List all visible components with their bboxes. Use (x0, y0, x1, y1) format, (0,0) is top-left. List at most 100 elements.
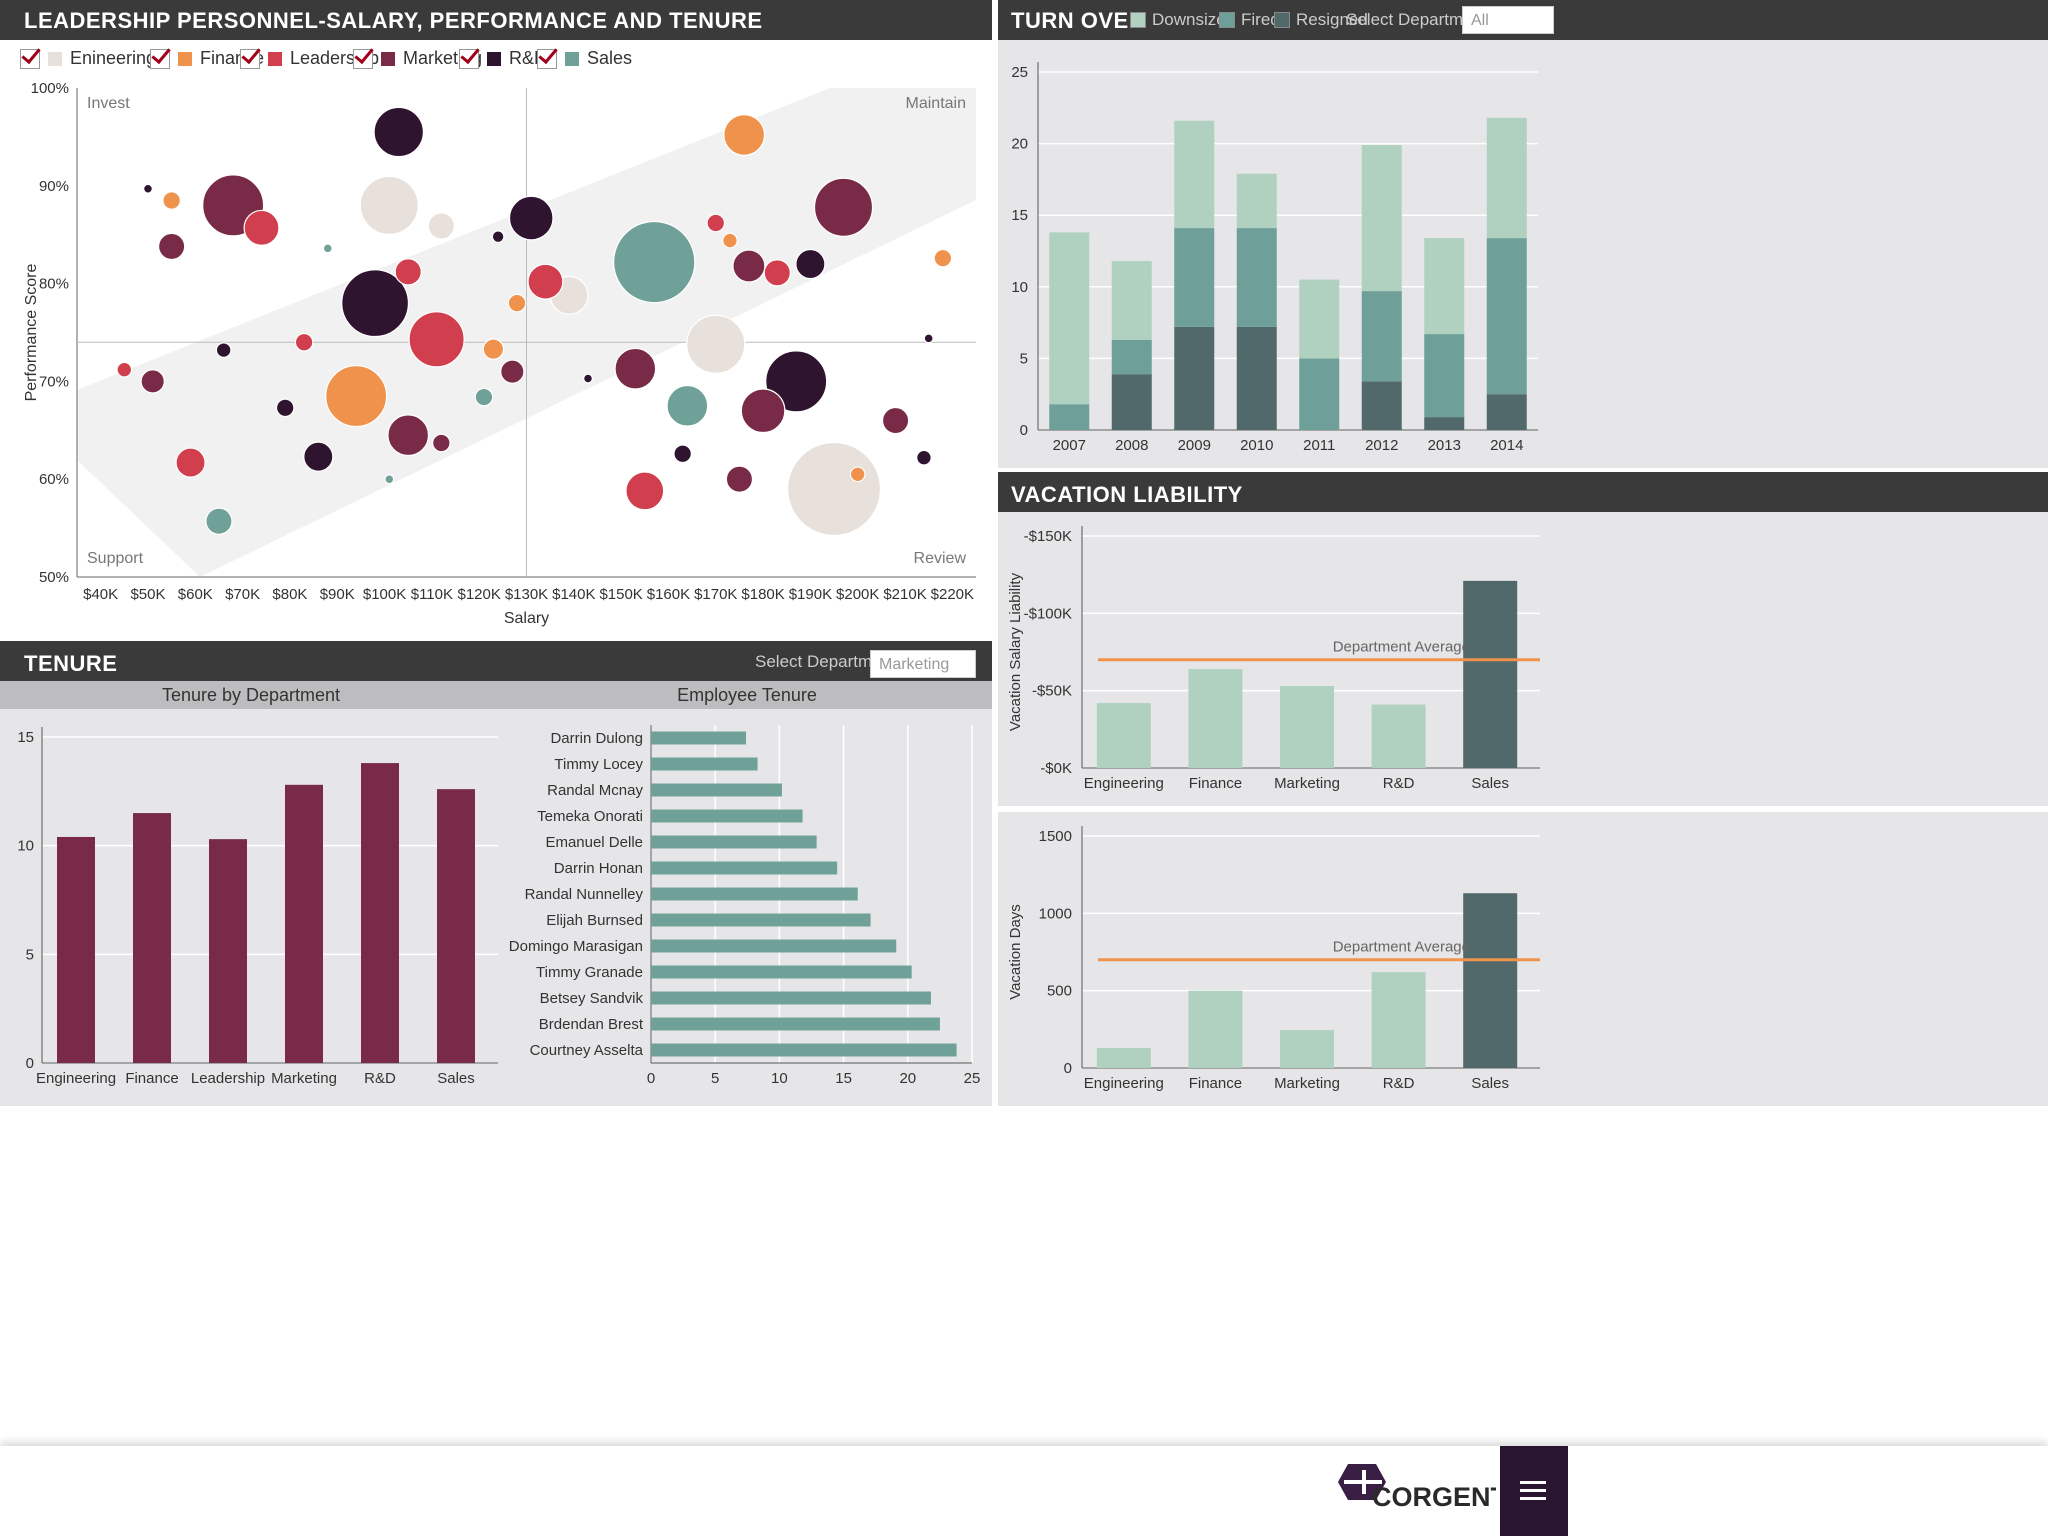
x-tick-label: 2012 (1365, 437, 1398, 454)
x-tick-label: $60K (178, 586, 213, 603)
checkbox-icon[interactable] (537, 48, 557, 69)
y-tick-label: 0 (1020, 422, 1028, 439)
average-label: Department Average (1333, 939, 1470, 956)
bar-downsized (1486, 117, 1527, 239)
vacation-liability-chart: -$0K -$50K -$100K -$150K Vacation Salary Lia… (1007, 526, 1540, 792)
employee-tenure-title: Employee Tenure (502, 681, 992, 709)
filter-rd[interactable]: R&D (459, 48, 547, 69)
filter-enineering[interactable]: Enineering (20, 48, 156, 69)
data-point (275, 398, 295, 418)
x-tick-label: $70K (225, 586, 260, 603)
data-point (613, 220, 696, 304)
bar-fired (1111, 339, 1152, 375)
bar (1371, 972, 1426, 1068)
data-point (432, 433, 451, 453)
x-tick-label: 2008 (1115, 437, 1148, 454)
bar (361, 763, 399, 1063)
data-point (706, 213, 726, 233)
legend-swatch (1130, 12, 1146, 28)
y-tick-label: -$150K (1024, 528, 1072, 545)
data-point (408, 311, 465, 368)
x-tick-label: 2014 (1490, 437, 1523, 454)
y-tick-label: 50% (39, 569, 69, 586)
bar (651, 809, 803, 823)
average-label: Department Average (1333, 639, 1470, 656)
data-point (740, 388, 786, 434)
brand-name: CORGENT (1372, 1482, 1496, 1510)
x-tick-label: 10 (771, 1070, 788, 1087)
scatter-chart: $40K $50K $60K $70K $80K $90K $100K $110K $120K $… (23, 80, 976, 627)
bar-fired (1424, 334, 1465, 418)
checkbox-icon[interactable] (459, 48, 479, 69)
tenure-header: TENURE Select Department Marketing (0, 641, 992, 681)
scatter-title: LEADERSHIP PERSONNEL-SALARY, PERFORMANCE… (24, 8, 763, 33)
data-point (923, 333, 934, 344)
checkbox-icon[interactable] (353, 48, 373, 69)
x-tick-label: Engineering (1084, 1075, 1164, 1092)
footer: CORGENT (0, 1446, 2048, 1536)
y-tick-label: 25 (1011, 64, 1028, 81)
legend-label: Downsized (1152, 10, 1236, 29)
legend-label: Fired (1241, 10, 1280, 29)
y-tick-label: 15 (1011, 207, 1028, 224)
y-tick-label: Darrin Honan (554, 860, 643, 877)
data-point (384, 474, 395, 485)
data-point (881, 406, 910, 435)
x-tick-label: Leadership (191, 1070, 265, 1087)
bar (1188, 990, 1243, 1068)
bar (651, 731, 747, 745)
x-tick-label: $180K (741, 586, 784, 603)
data-point (916, 449, 932, 466)
turnover-department-select[interactable]: All (1462, 6, 1554, 34)
x-tick-label: Marketing (1274, 775, 1340, 792)
data-point (614, 347, 657, 390)
bar-downsized (1174, 120, 1215, 229)
x-tick-label: 25 (964, 1070, 981, 1087)
x-tick-label: Sales (1471, 1075, 1509, 1092)
menu-button[interactable] (1500, 1446, 1568, 1536)
data-point (215, 342, 232, 358)
data-point (686, 314, 746, 374)
checkbox-icon[interactable] (240, 48, 260, 69)
checkbox-icon[interactable] (150, 48, 170, 69)
data-point (387, 414, 430, 457)
x-tick-label: $130K (505, 586, 548, 603)
tenure-department-select[interactable]: Marketing (870, 650, 976, 678)
data-point (625, 471, 665, 511)
bar-fired (1299, 358, 1340, 430)
y-tick-label: 20 (1011, 136, 1028, 153)
x-tick-label: Engineering (36, 1070, 116, 1087)
swatch (48, 51, 62, 66)
bar (651, 965, 912, 979)
y-axis-label: Performance Score (23, 263, 40, 401)
bar-resigned (1486, 394, 1527, 430)
bar-downsized (1236, 173, 1277, 229)
y-tick-label: 90% (39, 178, 69, 195)
bar-resigned (1174, 326, 1215, 430)
filter-sales[interactable]: Sales (537, 48, 632, 69)
scatter-header: LEADERSHIP PERSONNEL-SALARY, PERFORMANCE… (0, 0, 992, 40)
bar (651, 1043, 957, 1057)
data-point (500, 359, 525, 384)
tenure-select-label: Select Department (755, 652, 896, 671)
bar (1280, 1030, 1334, 1068)
x-tick-label: 20 (899, 1070, 916, 1087)
checkbox-icon[interactable] (20, 48, 40, 69)
bar (651, 1017, 940, 1031)
x-tick-label: $150K (599, 586, 642, 603)
x-tick-label: $220K (931, 586, 974, 603)
x-tick-label: Engineering (1084, 775, 1164, 792)
data-point (175, 447, 206, 478)
y-tick-label: 10 (1011, 279, 1028, 296)
y-tick-label: 500 (1047, 983, 1072, 1000)
y-tick-label: 70% (39, 373, 69, 390)
x-tick-label: Sales (437, 1070, 475, 1087)
y-tick-label: Timmy Locey (554, 756, 643, 773)
data-point (508, 195, 554, 241)
data-point (933, 248, 953, 268)
bar-resigned (1111, 374, 1152, 430)
quadrant-label: Invest (87, 95, 130, 112)
x-tick-label: $90K (320, 586, 355, 603)
bar-downsized (1361, 145, 1402, 292)
tenure-by-department-chart: 0 5 10 15 Engineering Finance Leadership Market… (17, 727, 498, 1087)
